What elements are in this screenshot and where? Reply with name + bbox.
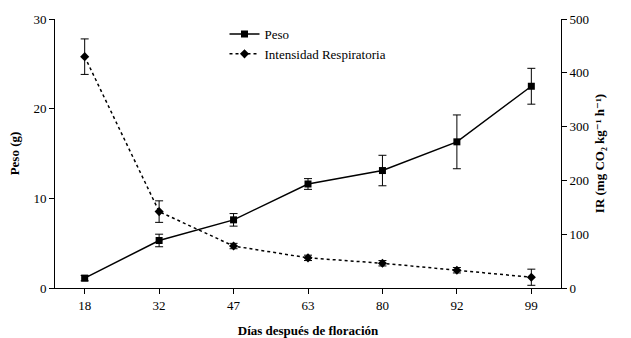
- svg-text:Peso (g): Peso (g): [7, 132, 22, 176]
- svg-text:30: 30: [33, 12, 46, 27]
- svg-text:100: 100: [570, 227, 590, 242]
- svg-text:0: 0: [570, 281, 577, 296]
- svg-text:18: 18: [78, 298, 91, 313]
- svg-text:200: 200: [570, 173, 590, 188]
- svg-text:10: 10: [33, 191, 46, 206]
- svg-text:80: 80: [376, 298, 389, 313]
- svg-text:400: 400: [570, 65, 590, 80]
- svg-text:0: 0: [40, 281, 47, 296]
- svg-text:Peso: Peso: [265, 27, 290, 42]
- svg-text:63: 63: [302, 298, 315, 313]
- svg-text:Días después de floración: Días después de floración: [238, 323, 379, 338]
- svg-text:99: 99: [525, 298, 538, 313]
- svg-text:IR (mg CO₂ kg⁻¹ h⁻¹): IR (mg CO₂ kg⁻¹ h⁻¹): [592, 94, 607, 213]
- svg-text:32: 32: [153, 298, 166, 313]
- svg-text:20: 20: [33, 101, 46, 116]
- svg-text:500: 500: [570, 12, 590, 27]
- svg-text:300: 300: [570, 119, 590, 134]
- svg-text:47: 47: [227, 298, 241, 313]
- svg-text:92: 92: [450, 298, 463, 313]
- svg-text:Intensidad Respiratoria: Intensidad Respiratoria: [265, 47, 386, 62]
